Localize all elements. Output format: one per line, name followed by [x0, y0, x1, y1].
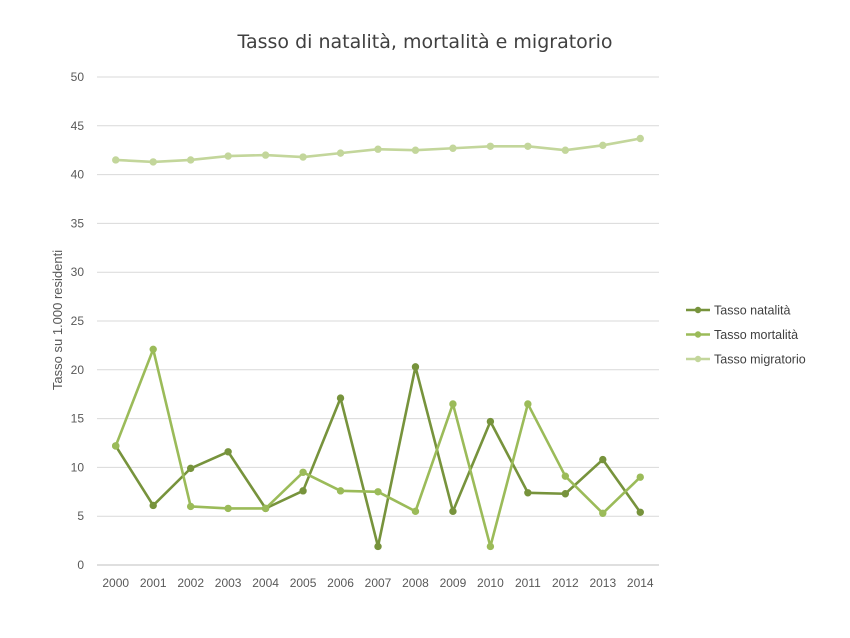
legend-marker — [694, 355, 702, 363]
legend-item: Tasso migratorio — [686, 353, 806, 367]
data-point — [186, 464, 195, 473]
series-line — [114, 347, 642, 548]
y-tick-label: 0 — [77, 558, 84, 572]
y-tick-label: 45 — [71, 119, 85, 133]
data-point — [186, 156, 195, 164]
series-line — [114, 365, 642, 548]
x-tick-label: 2002 — [177, 576, 204, 590]
x-tick-label: 2013 — [589, 576, 616, 590]
x-tick-label: 2000 — [102, 576, 129, 590]
legend-label: Tasso mortalità — [714, 328, 798, 342]
legend-label: Tasso natalità — [714, 304, 790, 318]
data-point — [524, 489, 532, 497]
data-point — [149, 501, 157, 510]
legend-label: Tasso migratorio — [714, 353, 806, 367]
data-point — [524, 400, 532, 408]
x-axis-ticks: 2000 2001 2002 2003 2004 2005 2006 2007 2008 2009… — [102, 576, 654, 590]
x-tick-label: 2001 — [140, 576, 167, 590]
data-point — [261, 151, 270, 159]
x-tick-label: 2006 — [327, 576, 354, 590]
data-point — [411, 363, 420, 371]
y-tick-label: 50 — [71, 70, 85, 84]
x-tick-label: 2014 — [627, 576, 654, 590]
series-tasso-natalit- — [112, 363, 644, 551]
data-point — [336, 149, 345, 157]
data-point — [186, 502, 195, 511]
data-point — [636, 134, 644, 143]
y-tick-label: 10 — [71, 460, 85, 474]
x-tick-label: 2004 — [252, 576, 279, 590]
legend: Tasso natalità Tasso mortalità Tasso migra… — [686, 304, 806, 367]
x-tick-label: 2012 — [552, 576, 579, 590]
data-point — [374, 145, 382, 153]
y-tick-label: 20 — [71, 363, 85, 377]
series-tasso-migratorio — [112, 134, 644, 166]
x-tick-label: 2009 — [440, 576, 467, 590]
data-point — [486, 542, 495, 551]
data-point — [224, 152, 232, 160]
chart-title: Tasso di natalità, mortalità e migratori… — [237, 31, 613, 53]
y-axis-ticks: 0 5 10 15 20 25 30 35 40 45 50 — [71, 70, 85, 572]
legend-item: Tasso natalità — [686, 304, 790, 318]
data-point — [486, 142, 495, 150]
data-point — [449, 144, 457, 152]
x-tick-label: 2003 — [215, 576, 242, 590]
data-point — [112, 442, 120, 450]
data-point — [524, 142, 532, 150]
data-point — [599, 141, 607, 150]
data-point — [411, 146, 420, 154]
y-axis-label: Tasso su 1.000 residenti — [50, 250, 65, 390]
data-point — [449, 400, 457, 408]
data-point — [599, 455, 607, 464]
x-tick-label: 2007 — [365, 576, 392, 590]
series-tasso-mortalit- — [112, 345, 644, 551]
legend-item: Tasso mortalità — [686, 328, 798, 342]
y-tick-label: 25 — [71, 314, 85, 328]
x-tick-label: 2010 — [477, 576, 504, 590]
x-tick-label: 2008 — [402, 576, 429, 590]
data-point — [374, 488, 382, 496]
data-point — [112, 156, 120, 164]
data-point — [449, 507, 457, 516]
data-point — [599, 509, 607, 517]
x-tick-label: 2011 — [515, 576, 541, 590]
data-point — [149, 158, 157, 166]
data-point — [149, 345, 157, 354]
data-point — [486, 417, 495, 426]
data-point — [224, 448, 232, 456]
data-point — [336, 394, 345, 402]
data-point — [336, 487, 345, 495]
y-tick-label: 35 — [71, 216, 85, 230]
y-tick-label: 15 — [71, 412, 85, 426]
legend-marker — [694, 331, 702, 338]
data-point — [299, 468, 307, 476]
data-point — [261, 504, 270, 513]
y-tick-label: 30 — [71, 265, 85, 279]
legend-marker — [694, 306, 702, 314]
x-tick-label: 2005 — [290, 576, 317, 590]
data-point — [561, 490, 570, 498]
data-point — [224, 504, 232, 513]
data-point — [561, 146, 570, 154]
data-point — [299, 153, 307, 161]
data-point — [374, 542, 382, 551]
series-group — [112, 134, 644, 551]
y-tick-label: 5 — [77, 509, 84, 523]
data-point — [636, 473, 644, 481]
data-point — [636, 508, 644, 516]
data-point — [299, 487, 307, 495]
data-point — [411, 507, 420, 516]
y-tick-label: 40 — [71, 168, 85, 182]
data-point — [561, 472, 570, 480]
